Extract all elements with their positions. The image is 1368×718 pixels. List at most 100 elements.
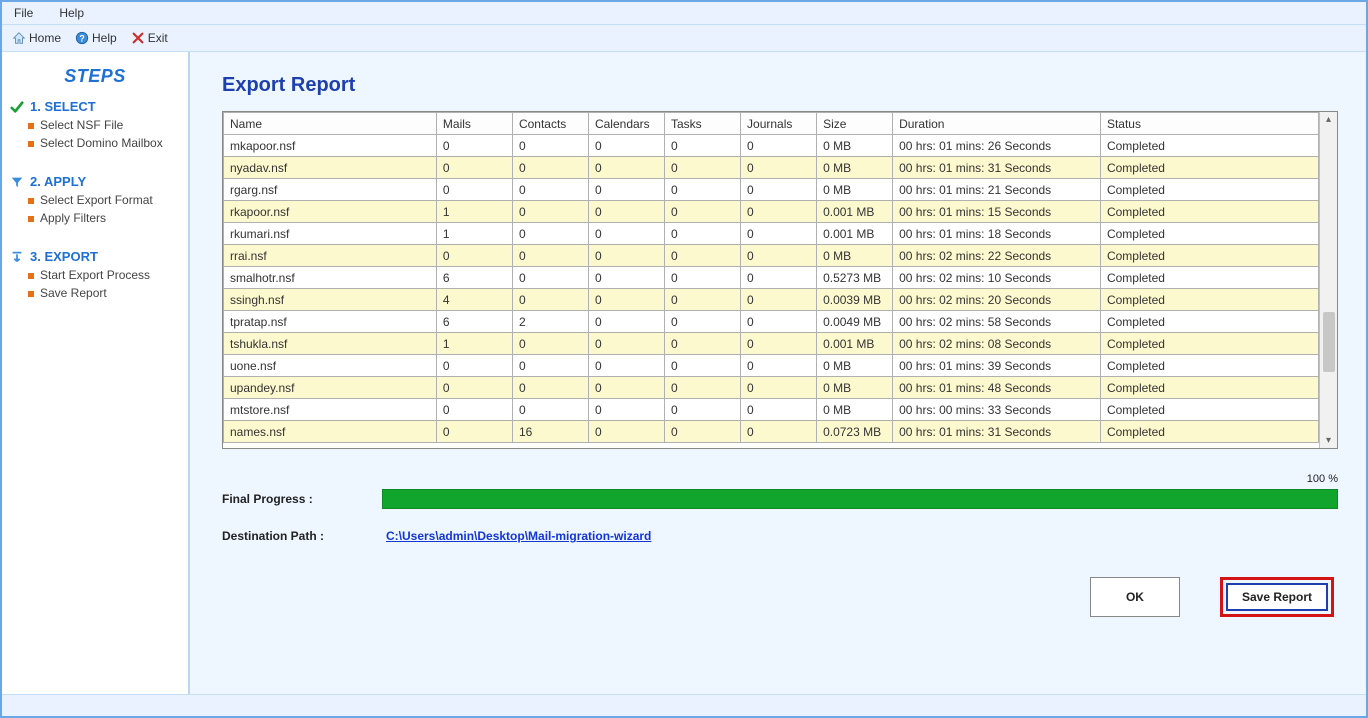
table-row[interactable]: rgarg.nsf000000 MB00 hrs: 01 mins: 21 Se… [224, 179, 1319, 201]
table-row[interactable]: upandey.nsf000000 MB00 hrs: 01 mins: 48 … [224, 377, 1319, 399]
table-cell: 0 [665, 289, 741, 311]
sidebar-item-label: Select NSF File [40, 118, 123, 132]
sidebar-item[interactable]: Select NSF File [28, 118, 180, 132]
bullet-icon [28, 291, 34, 297]
column-header[interactable]: Tasks [665, 113, 741, 135]
sidebar-item[interactable]: Save Report [28, 286, 180, 300]
page-title: Export Report [222, 74, 1338, 97]
table-row[interactable]: nyadav.nsf000000 MB00 hrs: 01 mins: 31 S… [224, 157, 1319, 179]
table-cell: ssingh.nsf [224, 289, 437, 311]
table-cell: Completed [1100, 245, 1318, 267]
table-cell: 1 [436, 333, 512, 355]
save-report-button[interactable]: Save Report [1226, 583, 1328, 611]
table-cell: 0 [588, 421, 664, 443]
table-cell: 0 [741, 311, 817, 333]
table-cell: 0 [665, 377, 741, 399]
column-header[interactable]: Contacts [512, 113, 588, 135]
table-cell: 0 [512, 135, 588, 157]
menu-file[interactable]: File [8, 4, 39, 22]
step-apply-head[interactable]: 2. APPLY [10, 174, 180, 189]
table-cell: 0 MB [817, 245, 893, 267]
table-cell: 00 hrs: 01 mins: 26 Seconds [893, 135, 1101, 157]
table-cell: 0 [512, 333, 588, 355]
table-row[interactable]: mkapoor.nsf000000 MB00 hrs: 01 mins: 26 … [224, 135, 1319, 157]
table-cell: upandey.nsf [224, 377, 437, 399]
progress-bar-wrap: 100 % [382, 489, 1338, 509]
table-row[interactable]: rrai.nsf000000 MB00 hrs: 02 mins: 22 Sec… [224, 245, 1319, 267]
table-cell: 0 [665, 135, 741, 157]
sidebar-item[interactable]: Select Domino Mailbox [28, 136, 180, 150]
column-header[interactable]: Journals [741, 113, 817, 135]
sidebar-item[interactable]: Start Export Process [28, 268, 180, 282]
table-cell: Completed [1100, 201, 1318, 223]
step-export-head[interactable]: 3. EXPORT [10, 249, 180, 264]
step-export-list: Start Export Process Save Report [10, 268, 180, 300]
vertical-scrollbar[interactable]: ▴ ▾ [1319, 112, 1337, 448]
table-cell: 00 hrs: 01 mins: 15 Seconds [893, 201, 1101, 223]
table-cell: 0 [741, 245, 817, 267]
table-row[interactable]: mtstore.nsf000000 MB00 hrs: 00 mins: 33 … [224, 399, 1319, 421]
table-cell: 0 [512, 179, 588, 201]
table-cell: 0 [741, 179, 817, 201]
table-cell: Completed [1100, 179, 1318, 201]
table-row[interactable]: tshukla.nsf100000.001 MB00 hrs: 02 mins:… [224, 333, 1319, 355]
step-select-head[interactable]: 1. SELECT [10, 99, 180, 114]
table-cell: 0 [741, 355, 817, 377]
filter-icon [10, 175, 24, 189]
scroll-up-icon[interactable]: ▴ [1326, 112, 1331, 127]
table-row[interactable]: smalhotr.nsf600000.5273 MB00 hrs: 02 min… [224, 267, 1319, 289]
table-cell: 0 [665, 421, 741, 443]
menu-bar: File Help [2, 2, 1366, 25]
column-header[interactable]: Size [817, 113, 893, 135]
table-cell: Completed [1100, 377, 1318, 399]
column-header[interactable]: Name [224, 113, 437, 135]
table-cell: 0 [741, 421, 817, 443]
toolbar-home[interactable]: Home [8, 29, 65, 47]
progress-block: Final Progress : 100 % Destination Path … [222, 489, 1338, 543]
sidebar-item-label: Apply Filters [40, 211, 106, 225]
toolbar-home-label: Home [29, 31, 61, 45]
ok-button[interactable]: OK [1090, 577, 1180, 617]
table-cell: 0 [436, 399, 512, 421]
table-row[interactable]: ssingh.nsf400000.0039 MB00 hrs: 02 mins:… [224, 289, 1319, 311]
main-panel: Export Report NameMailsContactsCalendars… [190, 52, 1366, 694]
column-header[interactable]: Status [1100, 113, 1318, 135]
table-cell: 0 [588, 245, 664, 267]
table-cell: 0 [588, 289, 664, 311]
sidebar-item[interactable]: Select Export Format [28, 193, 180, 207]
table-row[interactable]: uone.nsf000000 MB00 hrs: 01 mins: 39 Sec… [224, 355, 1319, 377]
table-cell: 0 [512, 289, 588, 311]
toolbar-exit[interactable]: Exit [127, 29, 172, 47]
sidebar-item[interactable]: Apply Filters [28, 211, 180, 225]
column-header[interactable]: Calendars [588, 113, 664, 135]
table-row[interactable]: rkumari.nsf100000.001 MB00 hrs: 01 mins:… [224, 223, 1319, 245]
table-row[interactable]: tpratap.nsf620000.0049 MB00 hrs: 02 mins… [224, 311, 1319, 333]
grid-viewport: NameMailsContactsCalendarsTasksJournalsS… [223, 112, 1319, 448]
table-cell: 0 [741, 267, 817, 289]
step-apply-list: Select Export Format Apply Filters [10, 193, 180, 225]
table-cell: Completed [1100, 421, 1318, 443]
toolbar: Home ? Help Exit [2, 25, 1366, 52]
column-header[interactable]: Mails [436, 113, 512, 135]
table-cell: 0 [512, 157, 588, 179]
table-row[interactable]: rkapoor.nsf100000.001 MB00 hrs: 01 mins:… [224, 201, 1319, 223]
table-row[interactable]: names.nsf0160000.0723 MB00 hrs: 01 mins:… [224, 421, 1319, 443]
table-cell: 0 [588, 223, 664, 245]
destination-label: Destination Path : [222, 529, 362, 543]
scroll-down-icon[interactable]: ▾ [1326, 433, 1331, 448]
menu-help[interactable]: Help [53, 4, 90, 22]
sidebar-item-label: Select Export Format [40, 193, 153, 207]
help-icon: ? [75, 31, 89, 45]
toolbar-help[interactable]: ? Help [71, 29, 121, 47]
destination-path-link[interactable]: C:\Users\admin\Desktop\Mail-migration-wi… [386, 529, 651, 543]
column-header[interactable]: Duration [893, 113, 1101, 135]
table-cell: 00 hrs: 02 mins: 10 Seconds [893, 267, 1101, 289]
table-cell: 00 hrs: 02 mins: 58 Seconds [893, 311, 1101, 333]
progress-percent: 100 % [1307, 473, 1338, 485]
table-cell: 0 [588, 311, 664, 333]
table-cell: 0 [512, 267, 588, 289]
table-cell: 0 [588, 355, 664, 377]
table-cell: 0 MB [817, 157, 893, 179]
scroll-thumb[interactable] [1323, 312, 1335, 372]
bullet-icon [28, 198, 34, 204]
